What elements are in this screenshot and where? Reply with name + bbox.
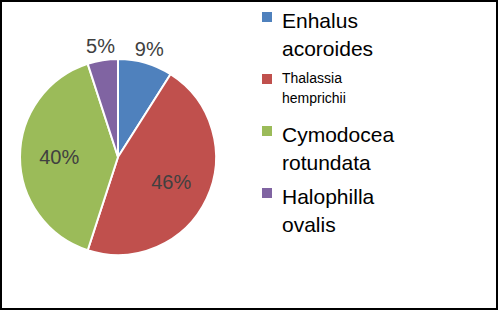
legend-label: Thalassia hemprichii [282,70,346,106]
chart: 9% 46% 40% 5% Enhalus acoroides Thalassia hem… [0,0,498,310]
slices [20,59,216,255]
legend: Enhalus acoroides Thalassia hemprichii Cym… [262,9,400,236]
legend-swatch [262,188,272,198]
legend-swatch [262,74,272,84]
legend-label: Enhalus acoroides [282,9,373,60]
data-label: 40% [39,146,79,168]
pie-slice [88,59,118,157]
legend-label: Cymodocea rotundata [282,123,400,174]
data-label: 9% [135,38,164,60]
data-label: 5% [86,35,115,57]
legend-swatch [262,12,272,22]
legend-swatch [262,126,272,136]
data-labels: 9% 46% 40% 5% [39,35,191,193]
frame [1,1,497,309]
data-label: 46% [151,171,191,193]
chart-container: 9% 46% 40% 5% Enhalus acoroides Thalassia hem… [0,0,498,310]
legend-label: Halophilla ovalis [282,185,380,236]
